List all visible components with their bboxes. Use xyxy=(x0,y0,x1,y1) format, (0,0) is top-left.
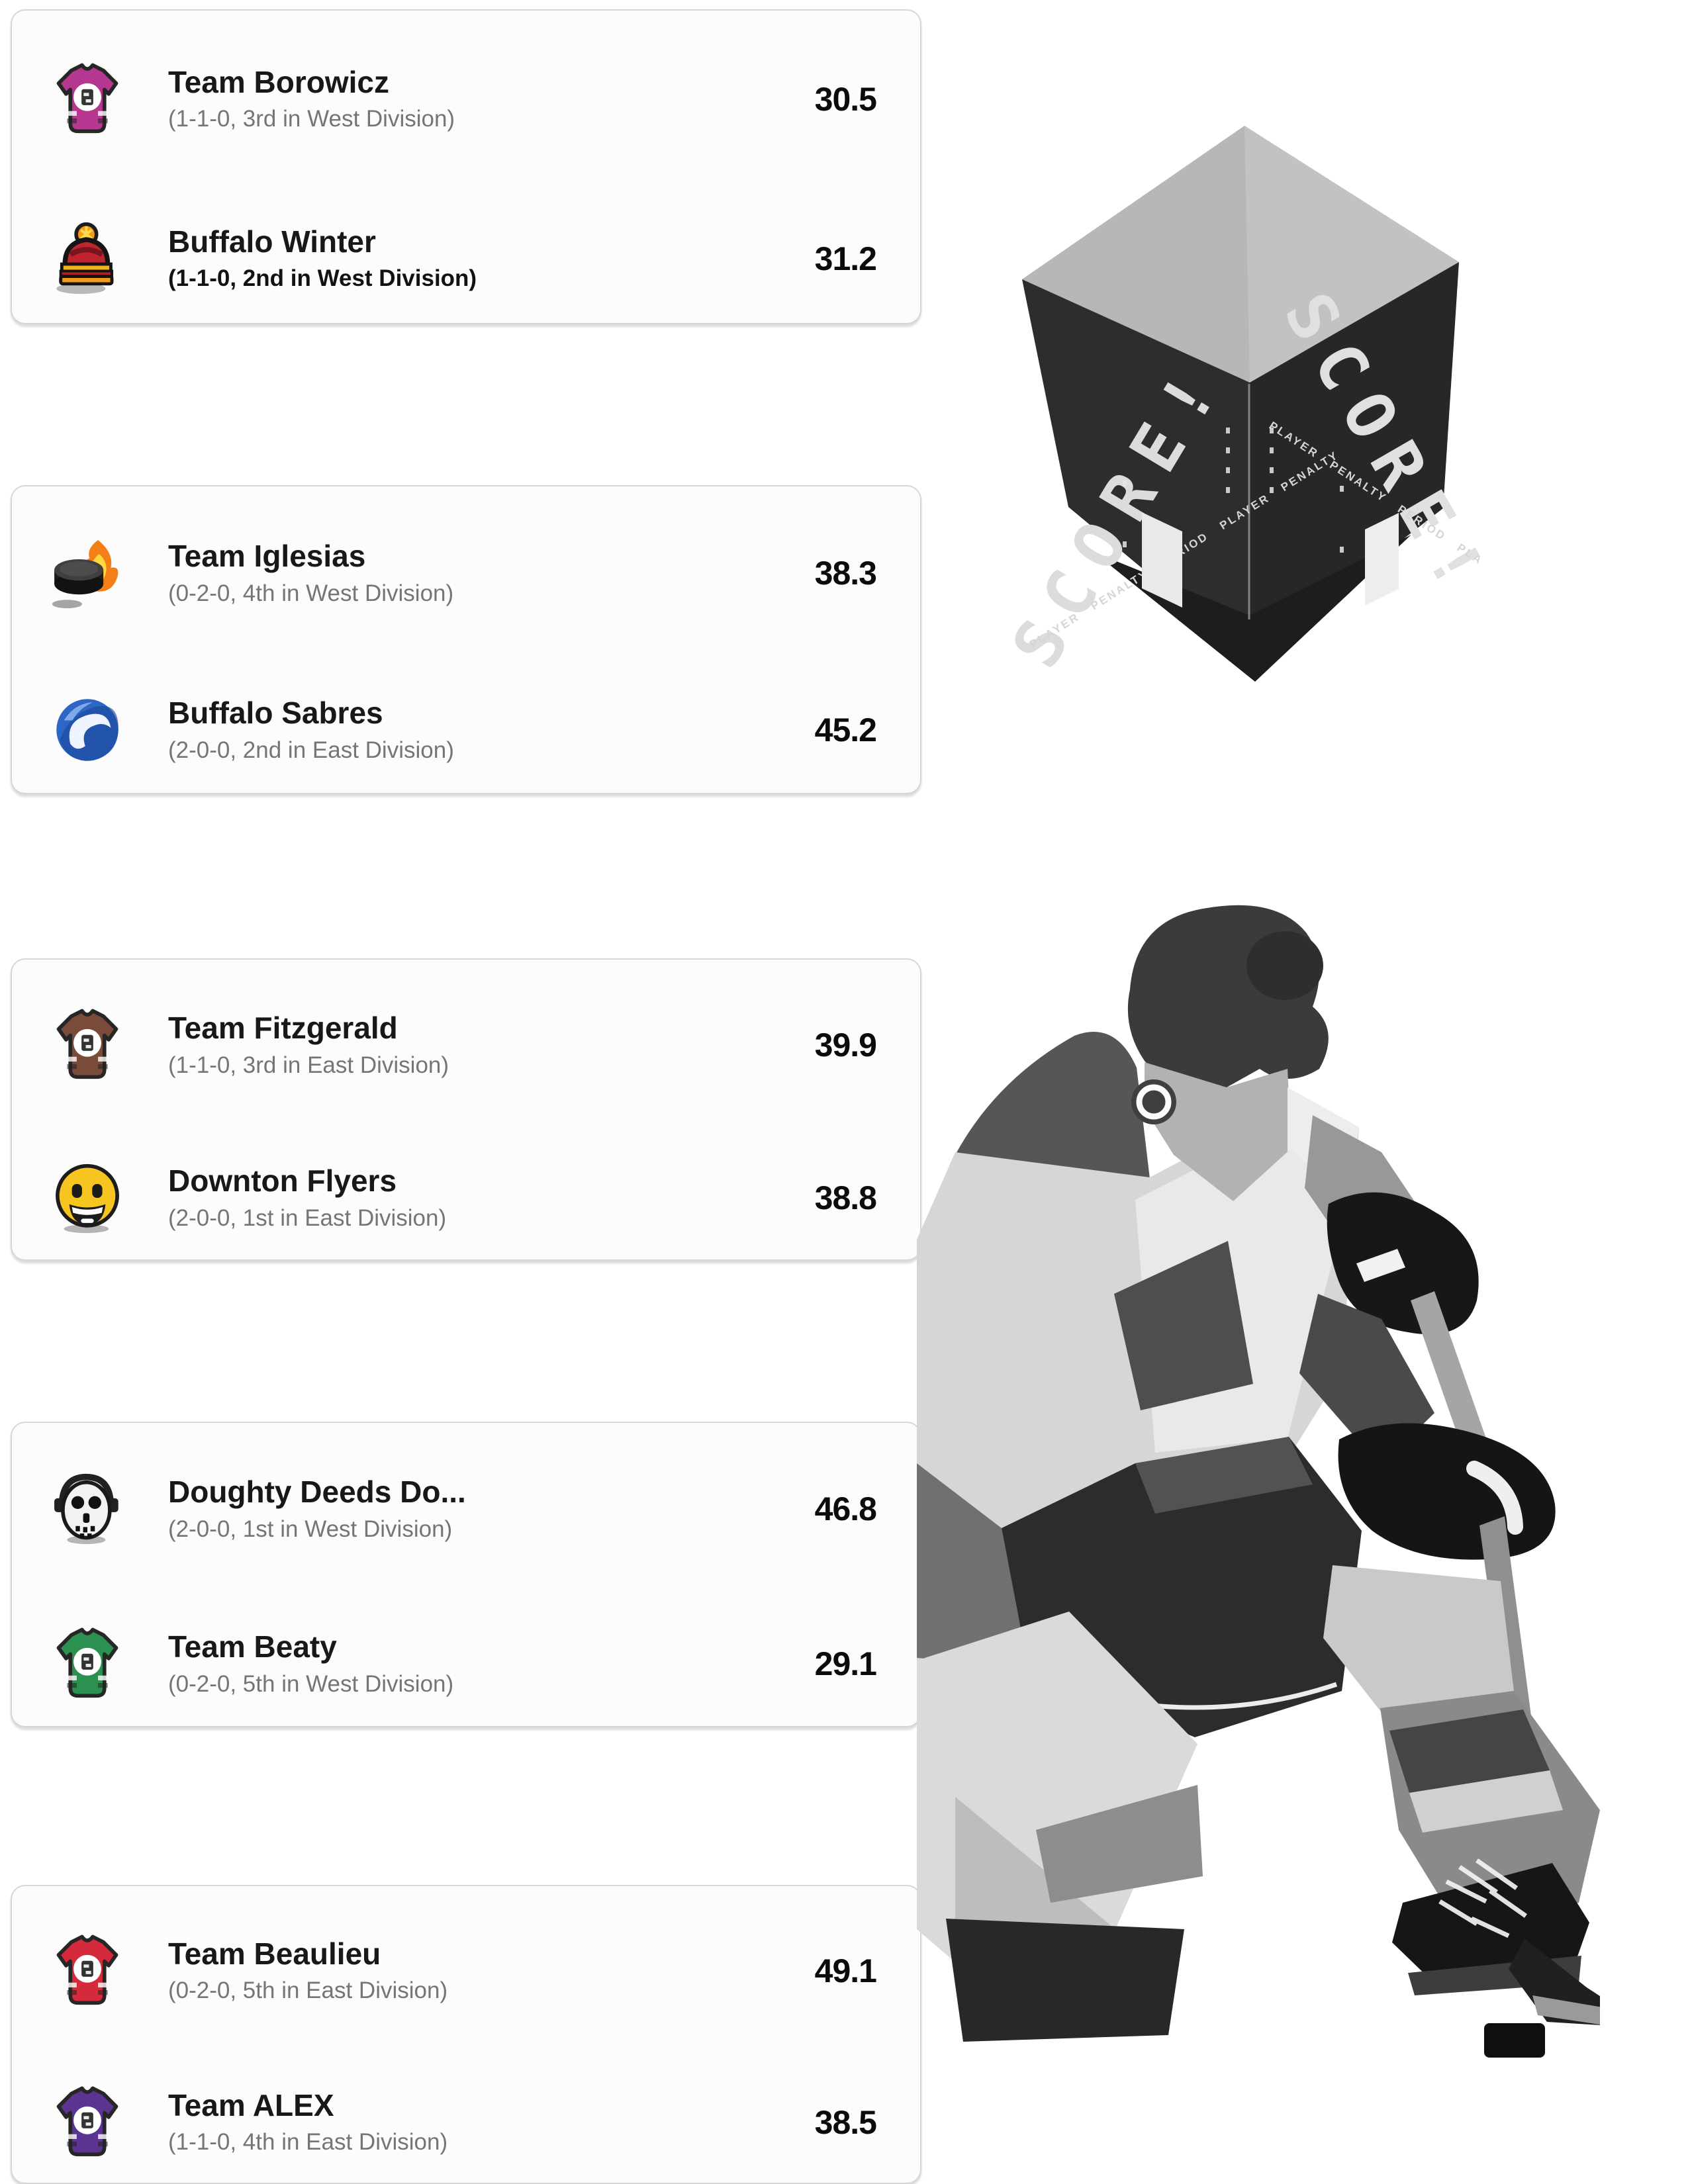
matchup-team-row[interactable]: Team Beaulieu (0-2-0, 5th in East Divisi… xyxy=(49,1910,920,2031)
matchup-card[interactable]: Doughty Deeds Do... (2-0-0, 1st in West … xyxy=(11,1422,921,1727)
team-record: (2-0-0, 1st in West Division) xyxy=(168,1516,453,1542)
scoreboard-light-panel xyxy=(1365,513,1399,606)
team-score: 29.1 xyxy=(814,1645,877,1682)
flaming-puck-icon xyxy=(49,535,126,612)
team-score: 38.8 xyxy=(814,1179,877,1217)
team-record: (0-2-0, 5th in West Division) xyxy=(168,1670,454,1697)
matchup-card[interactable]: Team Fitzgerald (1-1-0, 3rd in East Divi… xyxy=(11,958,921,1261)
team-name[interactable]: Team ALEX xyxy=(168,2087,334,2122)
team-score: 39.9 xyxy=(814,1026,877,1064)
matchup-card[interactable]: Team Borowicz (1-1-0, 3rd in West Divisi… xyxy=(11,9,921,324)
team-name[interactable]: Buffalo Winter xyxy=(168,224,376,259)
goalie-mask-icon xyxy=(49,1471,126,1547)
team-record: (1-1-0, 4th in East Division) xyxy=(168,2129,448,2156)
team-record: (1-1-0, 3rd in East Division) xyxy=(168,1052,449,1078)
team-name[interactable]: Team Borowicz xyxy=(168,64,389,99)
player-face xyxy=(1145,1062,1291,1201)
team-score: 49.1 xyxy=(814,1952,877,1989)
jersey-icon xyxy=(49,1007,126,1083)
team-record: (2-0-0, 1st in East Division) xyxy=(168,1205,447,1231)
hockey-player-illustration xyxy=(917,905,1600,2058)
matchup-team-row[interactable]: Team Fitzgerald (1-1-0, 3rd in East Divi… xyxy=(49,983,920,1107)
matchup-team-row[interactable]: Team ALEX (1-1-0, 4th in East Division) … xyxy=(49,2062,920,2183)
team-score: 38.3 xyxy=(814,555,877,592)
team-record: (0-2-0, 5th in East Division) xyxy=(168,1978,448,2004)
player-ear xyxy=(1136,1084,1172,1120)
jersey-icon xyxy=(49,61,126,138)
jersey-icon xyxy=(49,2084,126,2161)
matchup-card[interactable]: Team Iglesias (0-2-0, 4th in West Divisi… xyxy=(11,485,921,794)
matchup-team-row[interactable]: Downton Flyers (2-0-0, 1st in East Divis… xyxy=(49,1137,920,1260)
team-score: 46.8 xyxy=(814,1490,877,1527)
matchup-team-row[interactable]: Buffalo Winter (1-1-0, 2nd in West Divis… xyxy=(49,194,920,323)
scoreboard-indicator-dots xyxy=(1123,428,1344,553)
puck xyxy=(1484,2023,1545,2058)
scoreboard-bottom-corner xyxy=(1094,535,1411,682)
team-score: 45.2 xyxy=(814,711,877,749)
team-name[interactable]: Team Fitzgerald xyxy=(168,1010,398,1045)
jersey-icon xyxy=(49,1625,126,1702)
jersey-icon xyxy=(49,1933,126,2009)
matchup-team-row[interactable]: Doughty Deeds Do... (2-0-0, 1st in West … xyxy=(49,1447,920,1571)
scoreboard-right-face xyxy=(1250,262,1459,658)
player-lower-glove xyxy=(1338,1423,1556,1560)
team-name[interactable]: Buffalo Sabres xyxy=(168,695,383,730)
matchup-card[interactable]: Team Beaulieu (0-2-0, 5th in East Divisi… xyxy=(11,1885,921,2184)
scoreboard-light-panel xyxy=(1142,512,1182,608)
grinning-face-icon xyxy=(49,1160,126,1236)
team-record: (1-1-0, 2nd in West Division) xyxy=(168,265,477,292)
matchup-team-row[interactable]: Team Iglesias (0-2-0, 4th in West Divisi… xyxy=(49,510,920,637)
team-name[interactable]: Team Beaulieu xyxy=(168,1936,381,1971)
jersey-chest-shading xyxy=(1114,1241,1253,1410)
team-name[interactable]: Downton Flyers xyxy=(168,1163,397,1199)
matchup-team-row[interactable]: Team Beaty (0-2-0, 5th in West Division)… xyxy=(49,1602,920,1726)
water-swirl-icon xyxy=(49,692,126,768)
team-record: (2-0-0, 2nd in East Division) xyxy=(168,737,454,763)
skate-laces xyxy=(1438,1858,1528,1938)
matchup-team-row[interactable]: Buffalo Sabres (2-0-0, 2nd in East Divis… xyxy=(49,667,920,794)
scoreboard-left-face xyxy=(1022,279,1250,658)
team-name[interactable]: Team Beaty xyxy=(168,1629,337,1664)
scoreboard-cube-image: SCORE! SCORE! PLAYER PENALTY PERIOD PLAY… xyxy=(997,126,1480,682)
team-record: (0-2-0, 4th in West Division) xyxy=(168,580,454,606)
team-score: 38.5 xyxy=(814,2103,877,2141)
team-name[interactable]: Team Iglesias xyxy=(168,539,366,574)
team-score: 31.2 xyxy=(814,240,877,277)
team-name[interactable]: Doughty Deeds Do... xyxy=(168,1475,466,1510)
matchup-team-row[interactable]: Team Borowicz (1-1-0, 3rd in West Divisi… xyxy=(49,34,920,163)
winter-hat-icon xyxy=(49,220,126,297)
team-record: (1-1-0, 3rd in West Division) xyxy=(168,106,455,132)
team-score: 30.5 xyxy=(814,80,877,118)
